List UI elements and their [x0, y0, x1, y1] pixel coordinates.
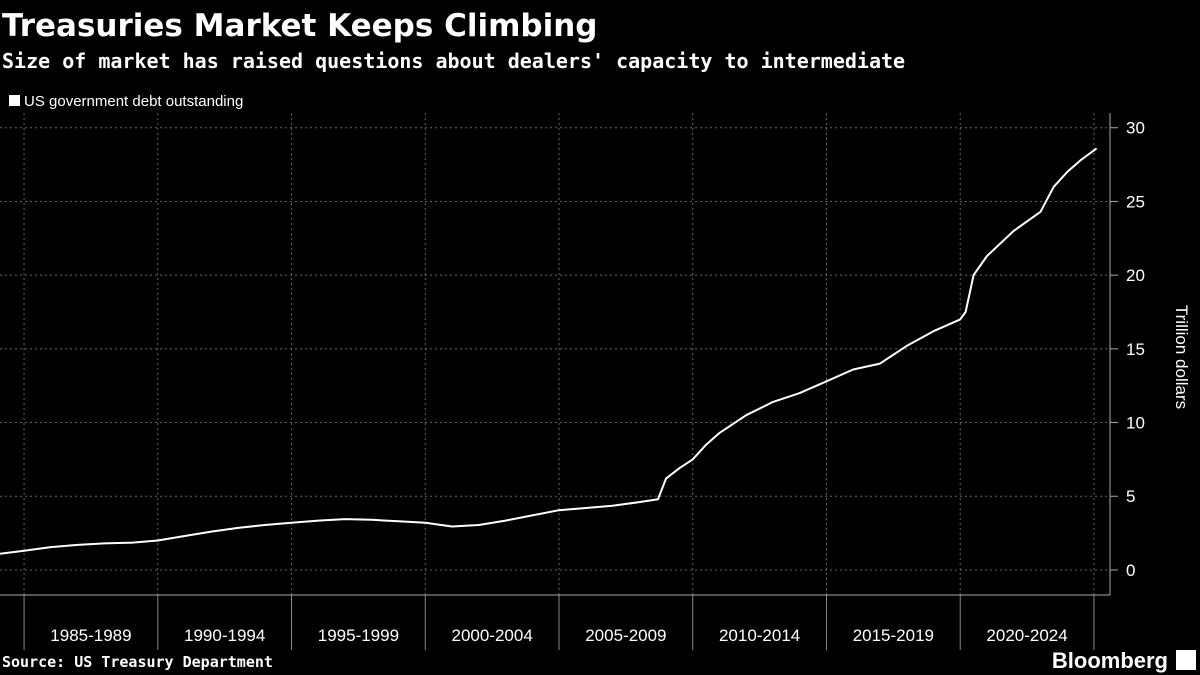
chart-title: Treasuries Market Keeps Climbing — [2, 8, 598, 44]
legend-swatch — [9, 95, 20, 106]
x-tick-label: 1985-1989 — [50, 626, 131, 645]
y-axis-title: Trillion dollars — [1172, 305, 1191, 409]
brand-icon — [1176, 650, 1196, 670]
x-tick-label: 1995-1999 — [318, 626, 399, 645]
y-tick-label: 25 — [1126, 192, 1145, 211]
y-tick-label: 10 — [1126, 414, 1145, 433]
y-tick-label: 15 — [1126, 340, 1145, 359]
y-tick-label: 30 — [1126, 119, 1145, 138]
x-tick-label: 2000-2004 — [451, 626, 532, 645]
data-line — [0, 147, 1098, 555]
x-tick-label: 2010-2014 — [719, 626, 800, 645]
y-tick-label: 5 — [1126, 487, 1135, 506]
x-tick-label: 1990-1994 — [184, 626, 265, 645]
y-tick-label: 20 — [1126, 266, 1145, 285]
y-tick-label: 0 — [1126, 561, 1135, 580]
x-tick-label: 2015-2019 — [853, 626, 934, 645]
legend-label: US government debt outstanding — [24, 93, 243, 110]
x-tick-label: 2005-2009 — [585, 626, 666, 645]
chart-subtitle: Size of market has raised questions abou… — [2, 49, 905, 73]
x-tick-label: 2020-2024 — [986, 626, 1067, 645]
branding: Bloomberg — [1052, 648, 1168, 673]
source: Source: US Treasury Department — [2, 653, 273, 671]
